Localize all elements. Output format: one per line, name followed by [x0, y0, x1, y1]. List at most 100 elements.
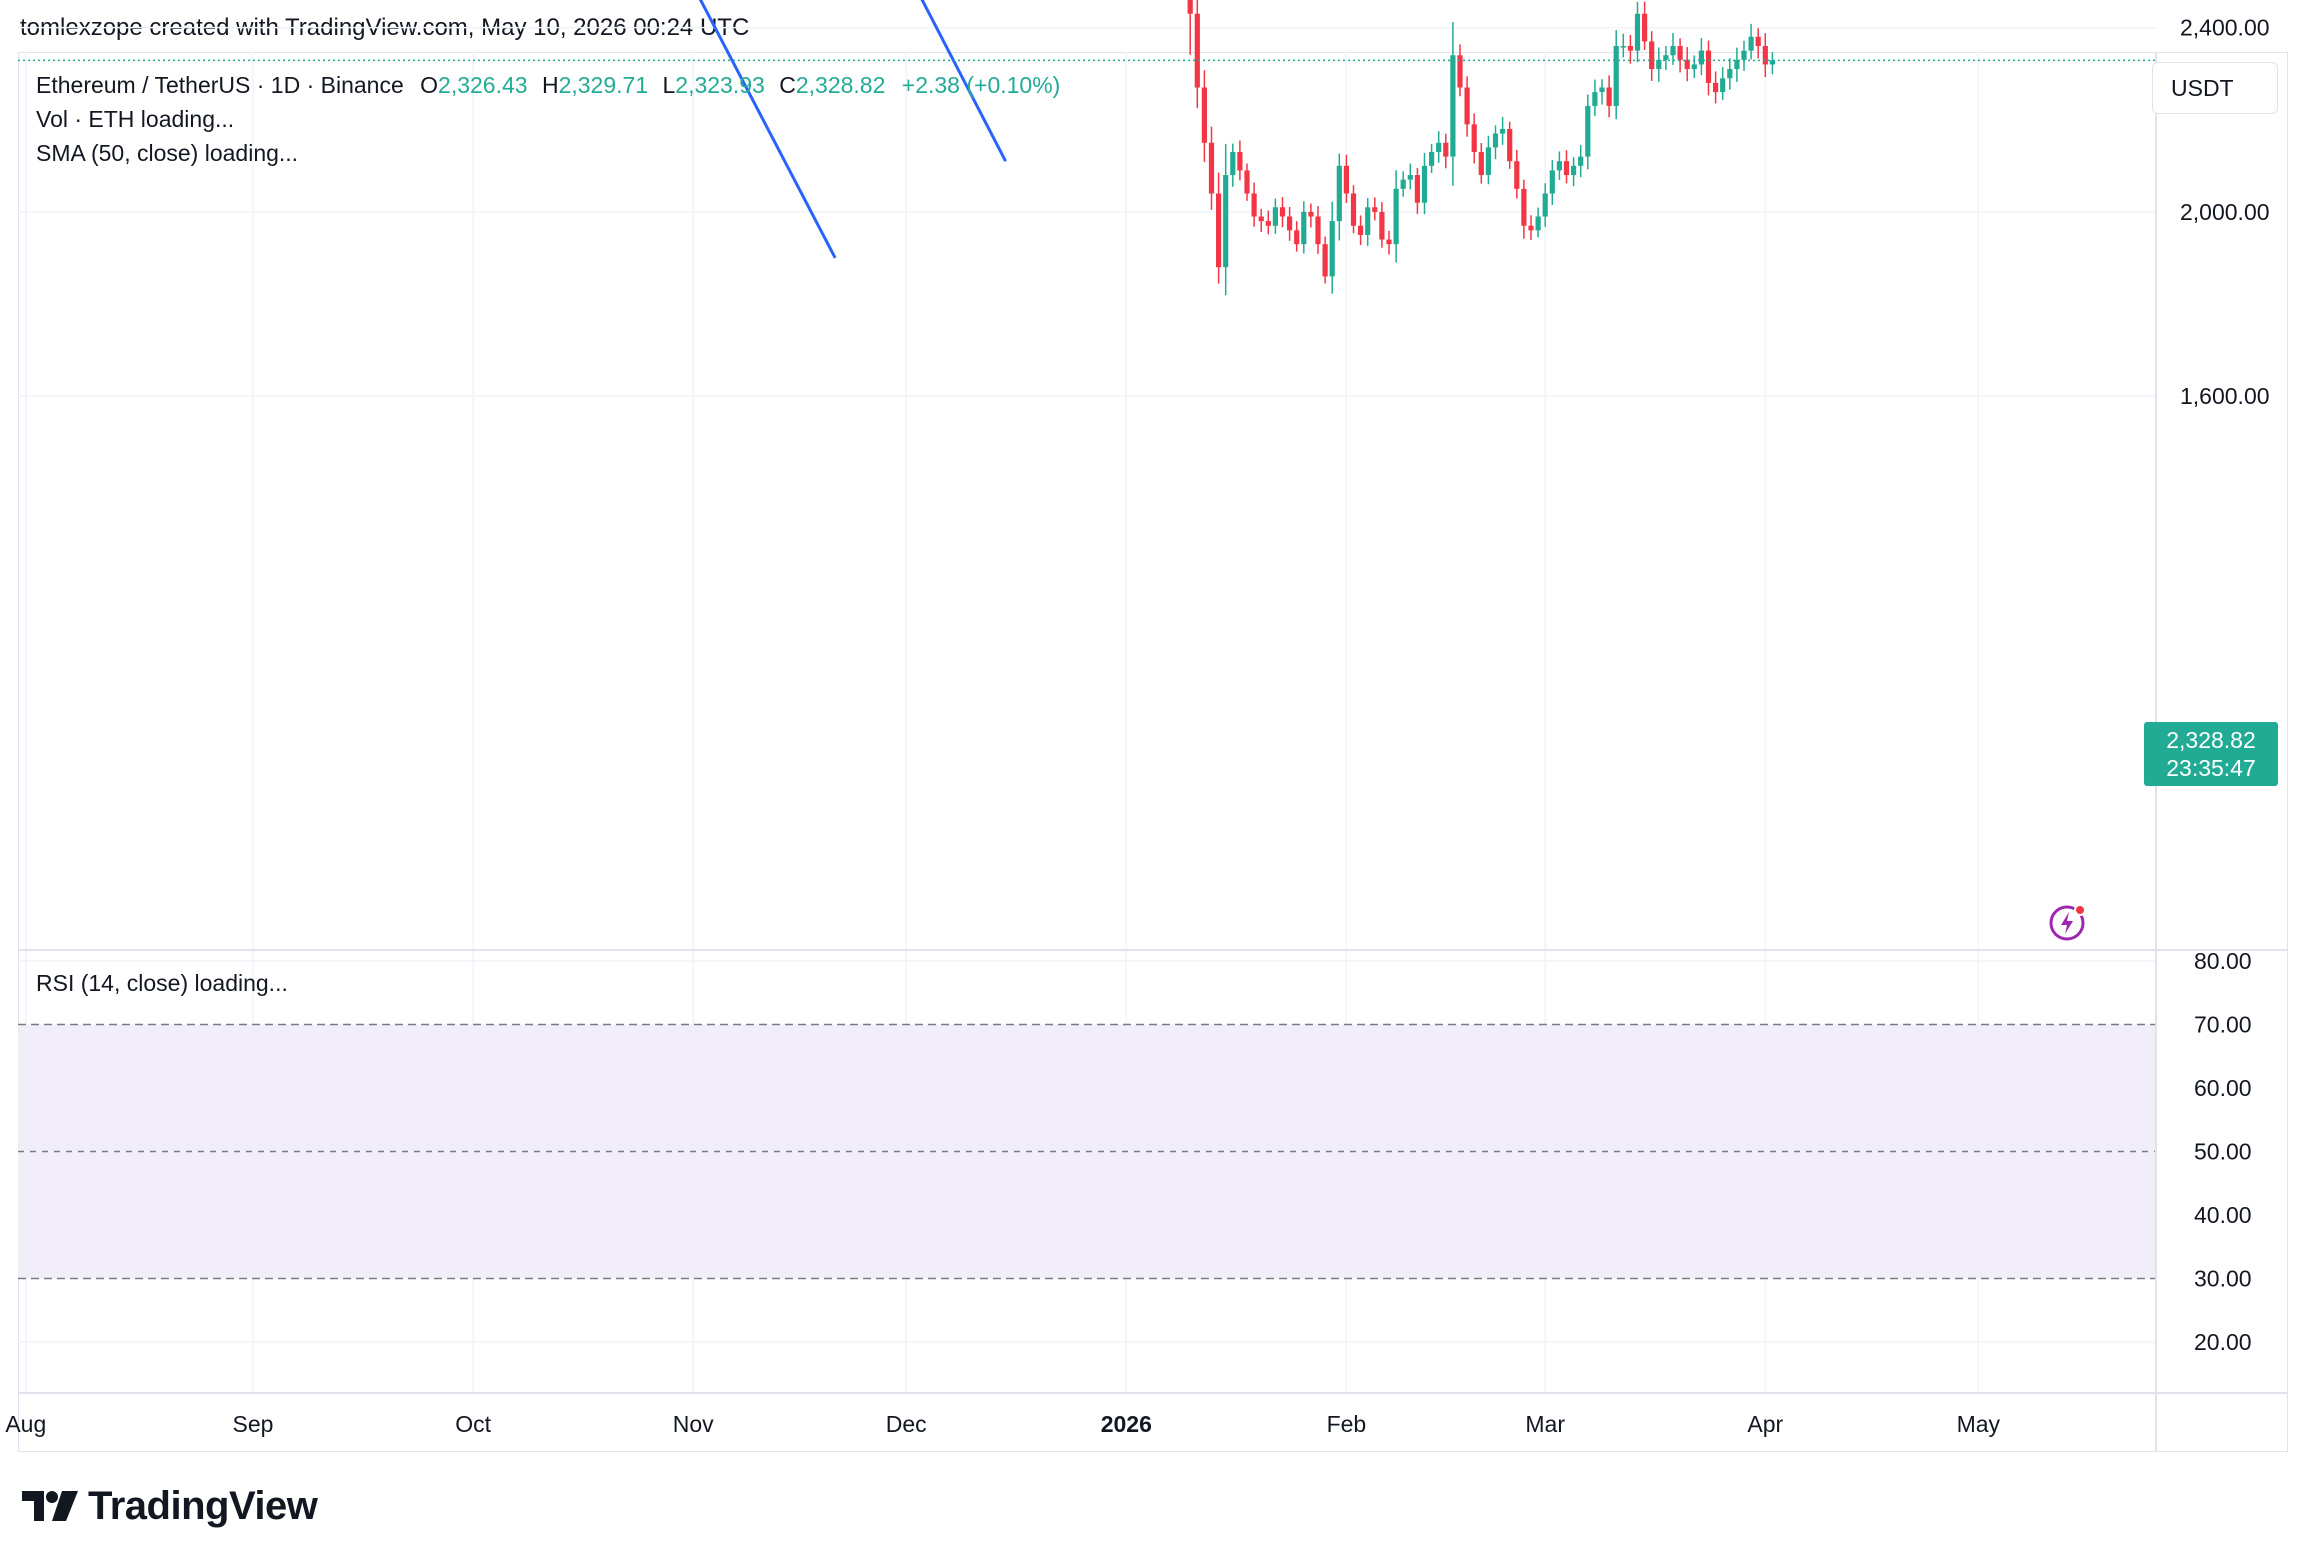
- open-value: 2,326.43: [438, 72, 528, 98]
- candle: [1698, 38, 1704, 76]
- rsi-tick: 40.00: [2194, 1202, 2252, 1228]
- candle: [1287, 207, 1293, 241]
- candle: [1514, 149, 1520, 199]
- candle: [1407, 163, 1413, 190]
- low-label: L: [662, 72, 676, 98]
- volume-legend[interactable]: Vol · ETH loading...: [36, 106, 235, 132]
- candle: [1279, 197, 1286, 228]
- trendline: [698, 0, 837, 259]
- candle: [1485, 135, 1491, 185]
- candle: [1677, 38, 1683, 73]
- time-axis: Aug Sep Oct Nov Dec 2026 Feb Mar Apr May: [5, 1411, 2000, 1437]
- candle: [1500, 116, 1506, 145]
- candle: [1258, 208, 1264, 232]
- candle: [1301, 201, 1307, 254]
- time-tick: Feb: [1327, 1411, 1367, 1437]
- candle: [1649, 31, 1655, 81]
- rsi-tick: 50.00: [2194, 1139, 2252, 1165]
- candle: [1443, 133, 1449, 169]
- candle: [1592, 79, 1598, 116]
- currency-button[interactable]: USDT: [2152, 62, 2278, 114]
- candle: [1727, 58, 1733, 90]
- symbol-name: Ethereum / TetherUS · 1D · Binance: [36, 72, 404, 98]
- candle: [1251, 182, 1257, 227]
- candle: [1741, 40, 1747, 71]
- candle: [1620, 33, 1626, 58]
- rsi-tick: 30.00: [2194, 1266, 2252, 1292]
- price-axis: 1,600.002,000.002,400.002,800.003,200.00…: [2180, 15, 2270, 410]
- trendlines: [698, 0, 1007, 259]
- rsi-legend[interactable]: RSI (14, close) loading...: [36, 970, 288, 996]
- last-price-value: 2,328.82: [2166, 727, 2256, 753]
- price-tick: 1,600.00: [2180, 383, 2270, 409]
- time-tick: Nov: [673, 1411, 714, 1437]
- candle: [1329, 201, 1335, 294]
- candle: [1237, 140, 1243, 181]
- candle: [1684, 47, 1690, 82]
- time-tick: May: [1957, 1411, 2001, 1437]
- candle: [1223, 143, 1229, 296]
- candle: [1201, 70, 1207, 162]
- candle: [1713, 71, 1719, 104]
- time-tick: Aug: [5, 1411, 46, 1437]
- candle: [1265, 210, 1271, 235]
- candle: [1613, 30, 1619, 120]
- candle: [1755, 28, 1761, 59]
- candle: [1194, 0, 1200, 109]
- rsi-axis: 80.00 70.00 60.00 50.00 40.00 30.00 20.00: [2194, 948, 2252, 1355]
- candle: [1599, 79, 1605, 105]
- candle: [1542, 183, 1548, 227]
- time-tick: Sep: [233, 1411, 274, 1437]
- candle: [1294, 221, 1300, 252]
- candle: [1322, 236, 1328, 284]
- candle: [1372, 197, 1378, 221]
- candle: [1450, 22, 1456, 186]
- price-tick: 2,400.00: [2180, 15, 2270, 41]
- candle: [1421, 152, 1428, 215]
- candle: [1478, 142, 1484, 184]
- candle: [1436, 131, 1442, 163]
- candle: [1748, 23, 1754, 60]
- candle: [1272, 198, 1278, 234]
- candle: [1208, 126, 1215, 210]
- high-value: 2,329.71: [558, 72, 649, 98]
- candle: [1350, 185, 1357, 234]
- candle: [1720, 67, 1726, 100]
- candle: [1691, 55, 1697, 79]
- candle: [1187, 0, 1193, 55]
- candle: [1471, 113, 1477, 164]
- tradingview-logo[interactable]: TradingView: [22, 1483, 318, 1528]
- candle: [1358, 215, 1364, 246]
- close-value: 2,328.82: [795, 72, 886, 98]
- candle: [1244, 163, 1250, 201]
- rsi-tick: 60.00: [2194, 1075, 2252, 1101]
- tradingview-wordmark: TradingView: [88, 1483, 318, 1528]
- candle: [1663, 46, 1669, 71]
- candle: [1457, 44, 1463, 97]
- candle: [1507, 121, 1513, 169]
- candle: [1762, 33, 1768, 78]
- candle: [1656, 47, 1662, 82]
- candle: [1336, 153, 1342, 241]
- candle: [1393, 170, 1399, 263]
- rsi-level-lines: [18, 1023, 2156, 1280]
- time-tick: 2026: [1101, 1411, 1152, 1437]
- symbol-legend: Ethereum / TetherUS · 1D · Binance O2,32…: [36, 72, 1060, 99]
- sma-legend[interactable]: SMA (50, close) loading...: [36, 140, 299, 166]
- candle: [1642, 1, 1648, 50]
- price-tick: 2,000.00: [2180, 199, 2270, 225]
- candle: [1670, 33, 1676, 65]
- candle: [1400, 171, 1406, 197]
- candle: [1379, 202, 1385, 248]
- change-value: +2.38 (+0.10%): [901, 72, 1061, 98]
- candle: [1429, 144, 1435, 173]
- flash-icon[interactable]: [2048, 902, 2088, 942]
- candle: [1585, 94, 1591, 170]
- candle: [1528, 215, 1534, 240]
- candle: [1216, 172, 1222, 284]
- bar-countdown: 23:35:47: [2166, 755, 2256, 781]
- rsi-tick: 80.00: [2194, 948, 2252, 974]
- candle: [1769, 52, 1775, 75]
- candle: [1230, 143, 1236, 187]
